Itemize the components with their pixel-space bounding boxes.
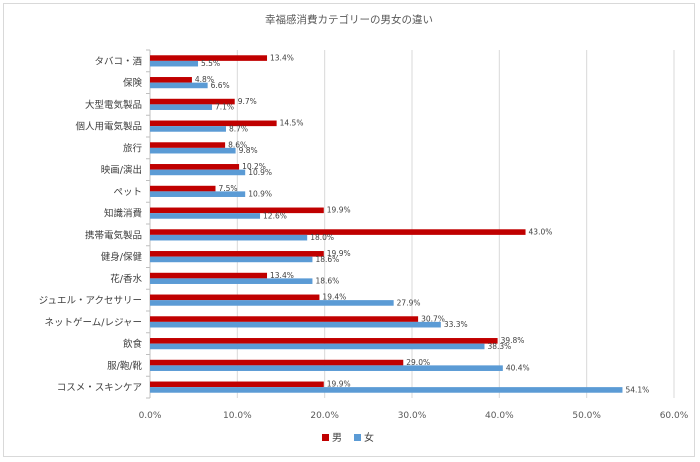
x-tick-label: 30.0% (398, 411, 427, 421)
bar-female (150, 321, 441, 328)
bar-male (150, 229, 526, 235)
data-label-male: 13.4% (270, 53, 294, 62)
legend-swatch-male (322, 434, 329, 441)
bar-male (150, 207, 324, 214)
x-tick-label: 0.0% (139, 411, 162, 421)
bar-female (150, 82, 208, 89)
x-tick-label: 50.0% (572, 411, 601, 421)
x-tick-label: 10.0% (223, 411, 252, 421)
bar-female (150, 104, 213, 110)
data-label-female: 40.4% (506, 364, 530, 373)
bar-layer (150, 55, 623, 393)
data-label-female: 18.6% (315, 277, 339, 286)
data-label-female: 27.9% (397, 298, 421, 307)
data-label-male: 10.2% (242, 162, 266, 171)
data-label-male: 8.6% (228, 140, 247, 149)
category-label: 旅行 (123, 142, 143, 154)
category-label: 保険 (123, 77, 143, 89)
bar-female (150, 60, 199, 67)
bar-female (150, 300, 394, 306)
x-tick-label: 60.0% (660, 411, 689, 421)
category-label: ペット (113, 187, 142, 198)
bar-female (150, 278, 313, 284)
x-tick-label: 20.0% (310, 411, 339, 421)
data-label-male: 7.5% (219, 184, 238, 193)
data-label-female: 8.7% (229, 124, 248, 133)
bar-female (150, 365, 503, 371)
data-label-female: 9.8% (239, 146, 258, 155)
bar-male (150, 98, 235, 105)
bar-male (150, 120, 277, 127)
category-label: 知識消費 (104, 208, 142, 220)
data-label-female: 18.6% (315, 255, 339, 264)
data-label-male: 30.7% (421, 314, 445, 323)
bar-male (150, 272, 268, 279)
bar-female (150, 343, 485, 350)
bar-male (150, 316, 419, 322)
data-label-male: 19.9% (327, 249, 351, 258)
data-label-female: 33.3% (444, 320, 468, 329)
bar-male (150, 55, 268, 61)
data-label-male: 39.8% (501, 336, 525, 345)
data-label-female: 10.9% (248, 190, 272, 199)
data-label-female: 5.5% (201, 59, 220, 68)
bar-male (150, 77, 192, 83)
bar-male (150, 164, 240, 170)
bar-female (150, 126, 226, 132)
bar-male (150, 338, 498, 344)
data-label-female: 6.6% (211, 81, 230, 90)
data-label-male: 19.9% (327, 206, 351, 215)
category-label: ジュエル・アクセサリー (39, 296, 142, 307)
data-label-male: 19.4% (322, 293, 346, 302)
legend-label-male: 男 (332, 432, 342, 444)
bar-male (150, 381, 324, 388)
category-label: 飲食 (123, 338, 143, 350)
bar-male (150, 185, 216, 192)
legend: 男 女 (322, 431, 374, 444)
category-label: 大型電気製品 (85, 99, 142, 111)
category-label: 健身/保健 (101, 251, 143, 263)
data-label-male: 13.4% (270, 271, 294, 280)
bar-female (150, 191, 246, 197)
category-label: 個人用電気製品 (75, 121, 142, 133)
bar-male (150, 294, 320, 301)
data-label-male: 19.9% (327, 380, 351, 389)
bar-female (150, 387, 623, 393)
data-label-female: 54.1% (625, 385, 649, 394)
category-label: 花/香水 (110, 273, 142, 285)
bar-female (150, 213, 261, 219)
data-label-female: 38.3% (487, 342, 511, 351)
bar-female (150, 147, 236, 154)
label-layer: 0.0% 10.0% 20.0% 30.0% 40.0% 50.0% 60.0% タバコ・酒 1… (39, 53, 689, 421)
data-label-male: 4.8% (195, 75, 214, 84)
data-label-male: 14.5% (280, 119, 304, 128)
data-label-female: 10.9% (248, 168, 272, 177)
category-label: ネットゲーム/レジャー (45, 316, 142, 328)
chart-title: 幸福感消費カテゴリーの男女の違い (265, 13, 433, 26)
bar-male (150, 142, 226, 148)
bar-male (150, 359, 404, 366)
category-label: 映画/演出 (101, 164, 142, 176)
legend-swatch-female (354, 434, 361, 441)
bar-male (150, 251, 324, 257)
data-label-female: 18.0% (310, 233, 334, 242)
data-label-male: 9.7% (238, 97, 257, 106)
data-label-female: 7.1% (215, 103, 234, 112)
category-label: 服/鞄/靴 (107, 360, 142, 372)
bar-female (150, 256, 313, 263)
data-label-male: 29.0% (406, 358, 430, 367)
category-label: 携帯電気製品 (85, 229, 142, 241)
bar-female (150, 234, 308, 241)
category-label: コスメ・スキンケア (57, 383, 142, 394)
category-label: タバコ・酒 (94, 56, 142, 67)
data-label-male: 43.0% (529, 227, 553, 236)
bar-female (150, 169, 246, 176)
legend-label-female: 女 (364, 431, 374, 444)
x-tick-label: 40.0% (485, 411, 514, 421)
data-label-female: 12.6% (263, 211, 287, 220)
